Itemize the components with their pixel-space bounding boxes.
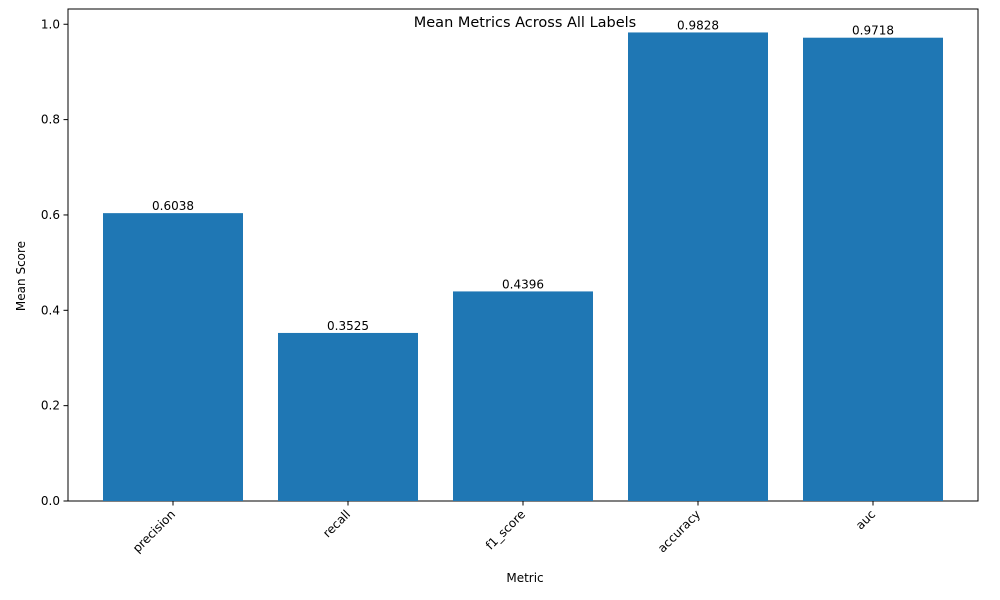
data-label-f1_score: 0.4396 xyxy=(502,277,544,291)
bar-precision xyxy=(103,213,243,502)
y-axis-title: Mean Score xyxy=(14,241,28,311)
y-tick-label: 0.4 xyxy=(41,303,60,317)
bar-accuracy xyxy=(628,32,768,502)
data-label-accuracy: 0.9828 xyxy=(677,18,719,32)
bar-recall xyxy=(278,332,418,501)
y-tick-label: 0.6 xyxy=(41,208,60,222)
data-label-recall: 0.3525 xyxy=(327,319,369,333)
y-axis: 0.0 0.2 0.4 0.6 0.8 1.0 xyxy=(41,17,68,508)
bar-auc xyxy=(803,37,943,501)
bar-f1_score xyxy=(453,291,593,501)
data-labels-group: 0.6038 0.3525 0.4396 0.9828 0.9718 xyxy=(152,18,894,332)
chart-title: Mean Metrics Across All Labels xyxy=(414,15,636,31)
data-label-precision: 0.6038 xyxy=(152,199,194,213)
y-tick-label: 0.0 xyxy=(41,494,60,508)
x-axis-title: Metric xyxy=(506,571,543,585)
data-label-auc: 0.9718 xyxy=(852,24,894,38)
y-tick-label: 0.8 xyxy=(41,113,60,127)
y-tick-label: 0.2 xyxy=(41,399,60,413)
y-tick-label: 1.0 xyxy=(41,17,60,31)
bars-group xyxy=(103,32,943,502)
